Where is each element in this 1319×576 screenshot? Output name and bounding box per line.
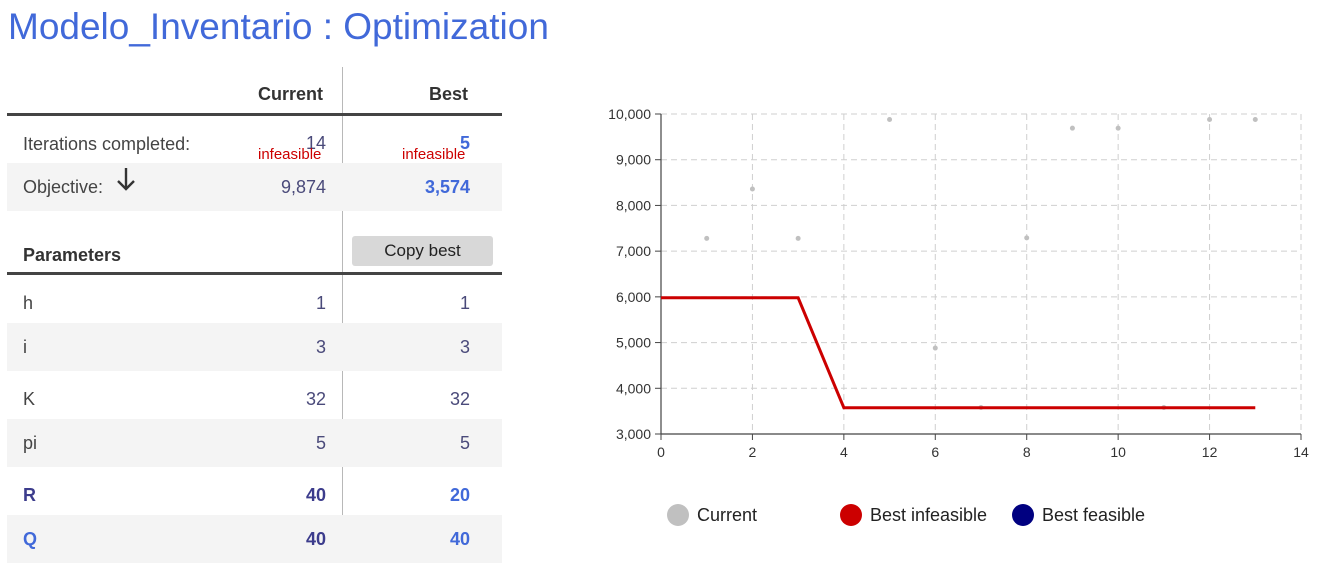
current-point: [749, 186, 755, 192]
current-point: [795, 235, 801, 241]
param-row-h: h 1 1: [7, 279, 502, 327]
param-name: i: [23, 337, 27, 357]
current-infeasible-status: infeasible: [258, 146, 322, 163]
legend-best-infeasible: Best infeasible: [840, 503, 987, 527]
copy-best-button[interactable]: Copy best: [352, 236, 493, 266]
header-rule: [7, 113, 502, 116]
param-best: 1: [459, 293, 470, 313]
column-header-current: Current: [258, 84, 324, 104]
y-tick-label: 5,000: [616, 335, 651, 351]
y-tick-label: 4,000: [616, 380, 651, 396]
y-tick-label: 9,000: [616, 152, 651, 168]
best-infeasible-status: infeasible: [402, 146, 466, 163]
objective-best: 3,574: [424, 177, 470, 197]
page-title: Modelo_Inventario : Optimization: [8, 6, 549, 47]
objective-row: Objective: 9,874 3,574: [7, 163, 502, 211]
x-tick-label: 14: [1293, 444, 1309, 460]
iterations-row: Iterations completed: 14 5: [7, 120, 502, 168]
param-name: K: [23, 389, 36, 409]
x-tick-label: 12: [1202, 444, 1218, 460]
legend-best-infeasible-label: Best infeasible: [870, 504, 988, 525]
param-row-i: i 3 3: [7, 323, 502, 371]
legend-best-infeasible-swatch: [840, 504, 862, 526]
param-name: Q: [23, 529, 38, 549]
current-point: [1252, 116, 1258, 122]
current-point: [1161, 404, 1167, 410]
x-tick-label: 6: [931, 444, 939, 460]
param-row-pi: pi 5 5: [7, 419, 502, 467]
y-tick-label: 10,000: [608, 106, 651, 122]
x-tick-label: 8: [1023, 444, 1031, 460]
param-current: 40: [305, 485, 326, 505]
iterations-best: 5: [459, 133, 470, 153]
iterations-current: 14: [305, 133, 326, 153]
iterations-label: Iterations completed:: [23, 134, 191, 154]
legend-best-feasible: Best feasible: [1012, 503, 1145, 527]
param-current: 32: [305, 389, 326, 409]
param-row-q: Q 40 40: [7, 515, 502, 563]
x-tick-label: 10: [1110, 444, 1126, 460]
x-tick-label: 4: [840, 444, 848, 460]
current-point: [978, 404, 984, 410]
best-infeasible-line: [661, 296, 1256, 410]
parameters-header: Parameters: [23, 245, 122, 265]
y-tick-label: 8,000: [616, 197, 651, 213]
y-tick-label: 6,000: [616, 289, 651, 305]
param-row-r: R 40 20: [7, 471, 502, 519]
param-name: R: [23, 485, 36, 505]
objective-label-wrap: Objective:: [23, 163, 136, 211]
column-header-best: Best: [429, 84, 469, 104]
legend-best-feasible-label: Best feasible: [1042, 504, 1146, 525]
param-best: 3: [459, 337, 470, 357]
legend-current-label: Current: [697, 504, 758, 525]
legend-current: Current: [667, 503, 757, 527]
parameters-rule: [7, 272, 502, 275]
param-best: 40: [449, 529, 470, 549]
legend-current-swatch: [667, 504, 689, 526]
legend-best-feasible-swatch: [1012, 504, 1034, 526]
column-divider: [342, 67, 343, 563]
arrow-down-icon: [116, 162, 136, 210]
current-point: [704, 235, 710, 241]
param-current: 1: [315, 293, 326, 313]
objective-label: Objective:: [23, 177, 104, 197]
param-current: 5: [315, 433, 326, 453]
objective-current: 9,874: [280, 177, 326, 197]
param-best: 5: [459, 433, 470, 453]
current-point: [1024, 235, 1030, 241]
current-point: [887, 116, 893, 122]
x-tick-label: 0: [657, 444, 665, 460]
y-tick-label: 3,000: [616, 426, 651, 442]
param-best: 20: [449, 485, 470, 505]
current-point: [1069, 125, 1075, 131]
param-current: 3: [315, 337, 326, 357]
x-tick-label: 2: [749, 444, 757, 460]
param-name: pi: [23, 433, 38, 453]
current-point: [1115, 125, 1121, 131]
param-row-k: K 32 32: [7, 375, 502, 423]
current-point: [1207, 116, 1213, 122]
param-best: 32: [449, 389, 470, 409]
current-point: [932, 345, 938, 351]
y-tick-label: 7,000: [616, 243, 651, 259]
param-current: 40: [305, 529, 326, 549]
param-name: h: [23, 293, 34, 313]
